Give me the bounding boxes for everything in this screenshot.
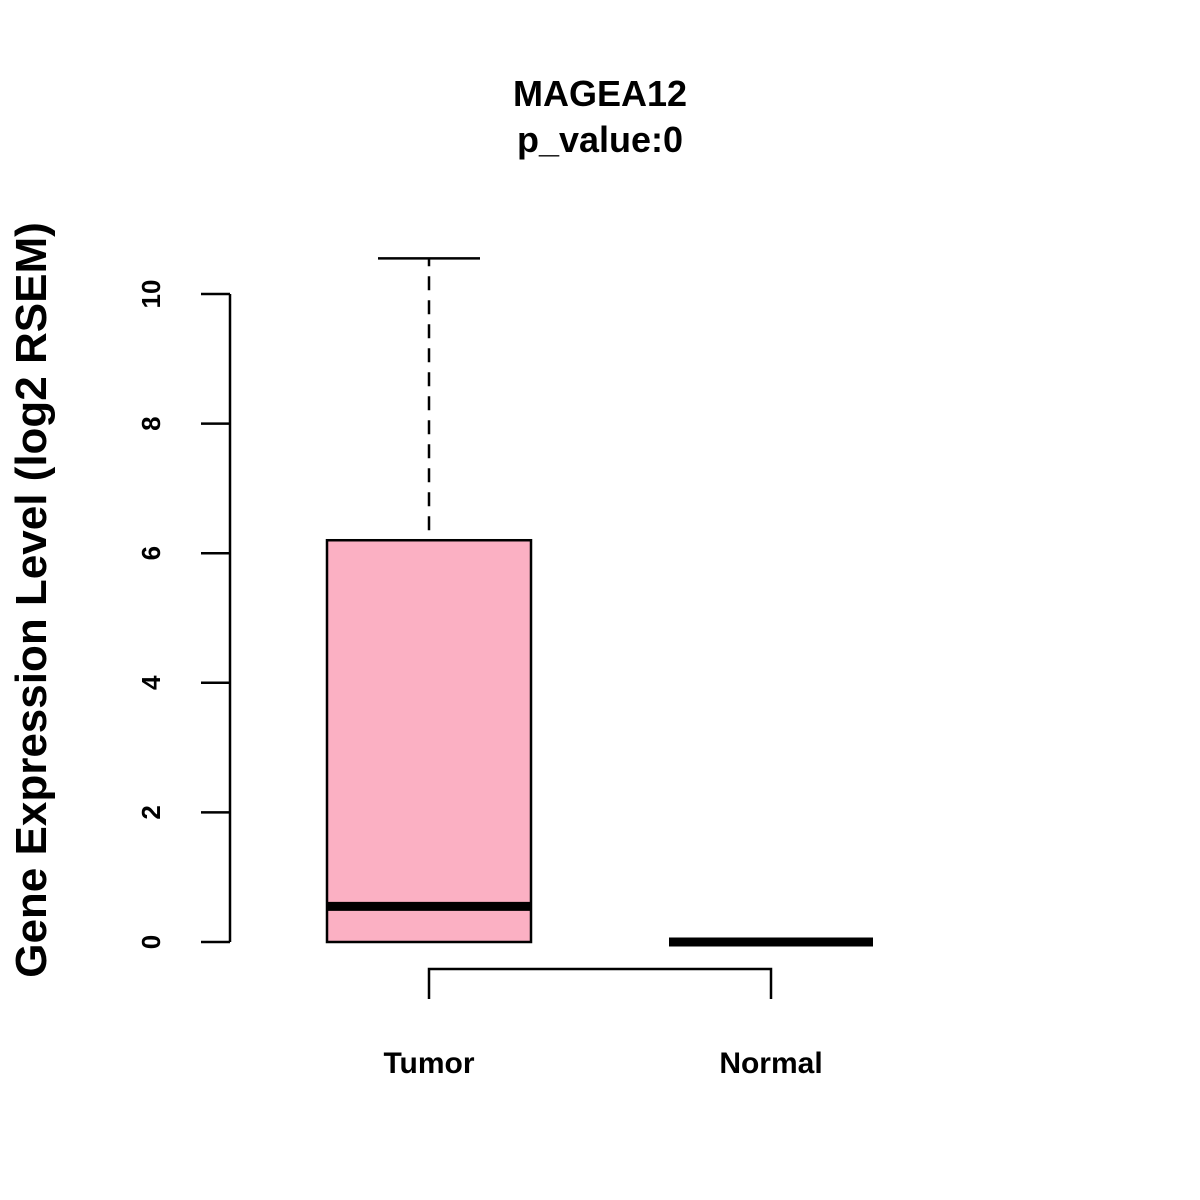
x-category-label: Tumor xyxy=(383,1047,474,1080)
chart-title: MAGEA12 xyxy=(513,73,687,114)
y-axis: 0 2 4 6 8 10 xyxy=(136,280,232,949)
box-tumor xyxy=(325,257,533,944)
comparison-bracket xyxy=(427,967,773,999)
y-tick-label: 0 xyxy=(136,935,166,949)
y-tick-label: 2 xyxy=(136,805,166,819)
bracket-line xyxy=(427,967,773,999)
y-tick-label: 8 xyxy=(136,416,166,430)
boxplot-group xyxy=(325,257,873,947)
y-tick-label: 10 xyxy=(136,280,166,309)
chart-subtitle: p_value:0 xyxy=(517,119,683,160)
y-axis-label: Gene Expression Level (log2 RSEM) xyxy=(7,222,56,978)
box-rect xyxy=(325,538,533,944)
x-axis-categories: Tumor Normal xyxy=(383,1047,822,1080)
x-category-label: Normal xyxy=(719,1047,822,1080)
y-tick-label: 4 xyxy=(136,675,166,690)
y-tick-label: 6 xyxy=(136,546,166,560)
